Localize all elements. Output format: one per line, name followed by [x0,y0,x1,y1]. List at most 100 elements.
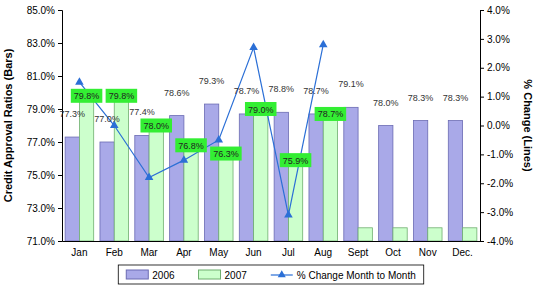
data-label-box: 79.8% [106,89,138,103]
tick: Feb [106,241,124,258]
data-label: 76.3% [213,149,239,159]
tick-mark [58,175,62,176]
data-label-box: 79.0% [245,102,277,116]
tick-label: 75.0% [27,170,55,181]
marker [75,77,84,84]
tick-label: 3.0% [487,34,510,45]
data-label: 78.8% [269,84,295,94]
legend-label: % Change Month to Month [297,270,416,281]
tick-label: 0.0% [487,120,510,131]
tick: Mar [140,241,158,258]
tick-mark [480,183,484,184]
label-background [175,138,207,152]
tick: -1.0% [480,149,513,160]
tick-mark [480,212,484,213]
y2-axis-title: % Change (Lines) [522,79,534,172]
label-background [210,147,242,161]
tick-label: Apr [176,247,192,258]
bar [448,121,462,241]
data-labels: 77.3%77.0%77.4%78.6%79.3%78.7%78.8%78.7%… [60,76,469,167]
bar [288,160,302,241]
data-label: 77.4% [129,107,155,117]
bar [463,228,477,241]
tick-mark [58,208,62,209]
label-background [71,89,103,103]
tick: -4.0% [480,236,513,247]
bar [323,114,337,241]
tick-label: 2.0% [487,62,510,73]
x-axis: JanFebMarAprMayJunJulAugSeptOctNovDec. [63,241,481,258]
legend-label: 2007 [225,270,248,281]
data-label: 79.8% [109,91,135,101]
tick-label: 73.0% [27,203,55,214]
y2-axis: -4.0%-3.0%-2.0%-1.0%0.0%1.0%2.0%3.0%4.0% [480,5,513,247]
bar [170,116,184,241]
tick: Dec. [452,241,473,258]
tick-mark [58,76,62,77]
bar [254,109,268,241]
bar [344,107,358,241]
tick-label: -4.0% [487,236,513,247]
data-label: 77.0% [94,114,120,124]
tick-mark [58,142,62,143]
tick-label: Jun [246,247,262,258]
bar [358,228,372,241]
label-background [140,119,172,133]
tick-label: 85.0% [27,5,55,16]
tick: Nov [419,241,437,258]
tick: Apr [176,241,192,258]
bar [135,135,149,241]
tick-label: Jan [71,247,87,258]
data-label: 78.3% [408,93,434,103]
legend-marker [278,270,286,277]
tick: 3.0% [480,34,510,45]
label-background [315,107,347,121]
y-axis-title: Credit Approval Ratios (Bars) [2,48,14,202]
axis-line [63,241,481,242]
tick-label: Aug [314,247,332,258]
data-label-box: 78.0% [140,119,172,133]
tick: 0.0% [480,120,510,131]
line [79,45,323,215]
tick-label: -2.0% [487,178,513,189]
data-label: 79.3% [199,76,225,86]
marker [145,173,154,180]
bar [204,104,218,241]
tick-label: Sept [348,247,369,258]
legend-box [118,265,423,284]
tick: 85.0% [27,5,62,16]
tick: -2.0% [480,178,513,189]
tick: 79.0% [27,104,62,115]
bar [65,137,79,241]
tick-label: 83.0% [27,38,55,49]
legend: 20062007% Change Month to Month [118,265,423,284]
tick-mark [58,43,62,44]
data-label: 78.3% [443,93,469,103]
tick-label: 81.0% [27,71,55,82]
legend-item: 2007 [199,270,248,281]
tick: Oct [385,241,401,258]
tick-mark [480,10,484,11]
tick: 2.0% [480,62,510,73]
marker [319,40,328,47]
label-background [280,153,312,167]
data-label-box: 76.8% [175,138,207,152]
tick: 4.0% [480,5,510,16]
tick: Aug [314,241,332,258]
plot-area [65,40,477,241]
tick-label: -1.0% [487,149,513,160]
tick-mark [480,126,484,127]
label-background [106,89,138,103]
marker [180,155,189,162]
tick-label: Mar [140,247,158,258]
bar [149,126,163,242]
bar [100,142,114,241]
tick-label: 77.0% [27,137,55,148]
tick: 71.0% [27,236,62,247]
tick: Jan [71,241,87,258]
tick-label: Feb [106,247,124,258]
tick: 73.0% [27,203,62,214]
tick: Sept [348,241,369,258]
data-label: 78.0% [373,98,399,108]
tick-mark [480,68,484,69]
